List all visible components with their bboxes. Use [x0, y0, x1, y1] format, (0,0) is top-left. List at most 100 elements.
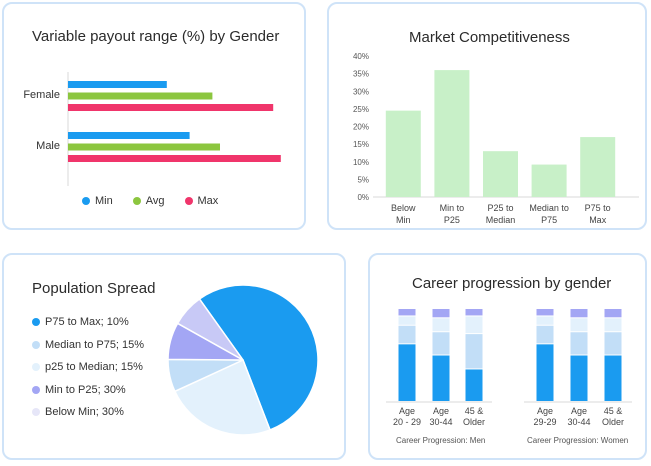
legend-below-min-swatch [32, 408, 40, 417]
pie-slice-p75-to-max [176, 297, 244, 361]
stack-segment [604, 309, 622, 318]
stack-segment [465, 369, 483, 401]
legend-p75-max-swatch [32, 318, 40, 327]
y-tick-label: 40% [353, 52, 369, 61]
x-tick-label: Older [602, 417, 624, 427]
x-tick-label: Median to [529, 203, 569, 213]
pie-slice-below-min [198, 284, 319, 431]
market-bar [434, 70, 470, 197]
stack-segment [432, 355, 450, 401]
stack-segment [536, 325, 554, 344]
pie-slice-p25-to-median [173, 358, 271, 436]
market-competitiveness-chart: 0% 5% 10% 15% 20% 25% 30% 35% 40% Below Min Min to P… [353, 52, 639, 225]
y-tick-label: 10% [353, 158, 369, 167]
payout-range-legend: Min Avg Max [82, 195, 218, 207]
payout-range-card: Variable payout range (%) by Gender Fema… [2, 2, 306, 230]
legend-median-p75-label: Median to P75; 15% [45, 338, 145, 351]
population-spread-legend: P75 to Max; 10% Median to P75; 15% p25 t… [32, 311, 144, 424]
legend-min-p25-swatch [32, 385, 40, 394]
market-competitiveness-title: Market Competitiveness [409, 29, 570, 46]
stack-segment [570, 318, 588, 332]
stack-segment [570, 355, 588, 401]
x-tick-label: P25 to [487, 203, 513, 213]
bar-female-avg [68, 92, 213, 100]
x-tick-label: Median [486, 215, 516, 225]
bar-female-max [68, 104, 274, 111]
payout-range-chart: Female Male [23, 72, 281, 186]
stack-segment [465, 334, 483, 369]
bar-male-max [68, 155, 281, 162]
legend-avg-swatch [132, 197, 141, 205]
legend-median-p75: Median to P75; 15% [32, 334, 144, 357]
x-tick-label: P75 [541, 215, 557, 225]
x-tick-label: Max [589, 215, 607, 225]
x-tick-label: Min to [440, 203, 465, 213]
stack-segment [536, 344, 554, 401]
category-label-female: Female [23, 89, 60, 101]
legend-avg-label: Avg [145, 195, 165, 207]
stack-segment [604, 332, 622, 355]
stack-segment [398, 309, 416, 316]
legend-max-label: Max [197, 195, 219, 207]
stack-segment [570, 309, 588, 318]
y-tick-label: 35% [353, 70, 369, 79]
stack-segment [604, 318, 622, 332]
group-label-women: Career Progression: Women [527, 436, 629, 445]
legend-avg: Avg [132, 195, 165, 207]
stack-segment [536, 316, 554, 325]
stack-segment [398, 344, 416, 401]
category-label-male: Male [36, 140, 60, 152]
legend-min-p25: Min to P25; 30% [32, 379, 144, 402]
legend-p25-median-swatch [32, 363, 40, 372]
stack-segment [432, 318, 450, 332]
stack-segment [398, 316, 416, 325]
x-tick-label: Below [391, 203, 416, 213]
x-tick-label: Age [537, 406, 553, 416]
payout-range-title: Variable payout range (%) by Gender [32, 28, 280, 45]
legend-max: Max [184, 195, 219, 207]
career-progression-card: Career progression by gender Age 20 - 29 A… [368, 253, 647, 460]
legend-min-swatch [82, 197, 90, 205]
stack-segment [432, 332, 450, 355]
x-tick-label: Older [463, 417, 485, 427]
y-tick-label: 0% [357, 193, 369, 202]
market-competitiveness-card: Market Competitiveness 0% 5% 10% 15% 20% 25% 3… [327, 2, 647, 230]
stack-segment [398, 325, 416, 344]
x-tick-label: Min [396, 215, 411, 225]
legend-min-label: Min [95, 195, 113, 207]
group-label-men: Career Progression: Men [396, 436, 486, 445]
legend-min: Min [82, 195, 113, 207]
x-tick-label: 20 - 29 [393, 417, 421, 427]
legend-p25-median-label: p25 to Median; 15% [45, 361, 143, 374]
market-bar [385, 110, 421, 197]
population-spread-pie [167, 284, 319, 436]
legend-p75-max-label: P75 to Max; 10% [45, 316, 129, 329]
population-spread-title: Population Spread [32, 280, 156, 297]
x-tick-label: Age [571, 406, 587, 416]
bar-female-min [68, 81, 167, 88]
x-tick-label: Age [399, 406, 415, 416]
legend-p25-median: p25 to Median; 15% [32, 356, 144, 379]
stack-segment [465, 316, 483, 334]
legend-below-min: Below Min; 30% [32, 401, 144, 424]
stack-segment [604, 355, 622, 401]
stack-segment [465, 309, 483, 316]
y-tick-label: 15% [353, 140, 369, 149]
x-tick-label: P25 [444, 215, 460, 225]
y-tick-label: 20% [353, 123, 369, 132]
bar-male-min [68, 132, 190, 139]
x-tick-label: P75 to [585, 203, 611, 213]
legend-p75-max: P75 to Max; 10% [32, 311, 144, 334]
market-bar [483, 151, 518, 197]
stack-segment [432, 309, 450, 318]
stack-segment [536, 309, 554, 316]
y-tick-label: 25% [353, 105, 369, 114]
x-tick-label: Age [433, 406, 449, 416]
legend-below-min-label: Below Min; 30% [45, 406, 124, 419]
stack-segment [570, 332, 588, 355]
y-tick-label: 30% [353, 87, 369, 96]
legend-median-p75-swatch [32, 340, 40, 349]
x-tick-label: 45 & [604, 406, 623, 416]
legend-max-swatch [184, 197, 193, 205]
market-bar [580, 137, 616, 197]
